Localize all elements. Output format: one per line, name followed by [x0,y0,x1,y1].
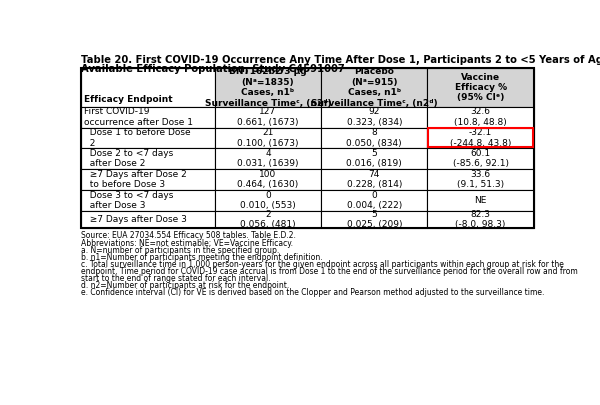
Text: 60.1
(-85.6, 92.1): 60.1 (-85.6, 92.1) [452,149,509,168]
Text: 33.6
(9.1, 51.3): 33.6 (9.1, 51.3) [457,170,504,189]
Text: start to the end of range stated for each interval.: start to the end of range stated for eac… [81,274,271,283]
Bar [215,107,321,128]
Text: b. n1=Number of participants meeting the endpoint definition.: b. n1=Number of participants meeting the… [81,253,323,262]
Bar [427,68,534,107]
Text: Efficacy Endpoint: Efficacy Endpoint [84,96,173,104]
Bar [321,169,427,190]
Text: Dose 3 to <7 days
  after Dose 3: Dose 3 to <7 days after Dose 3 [84,191,173,210]
Bar [321,148,427,169]
Text: BNT162b2 3 μg
(Nᵃ=1835)
Cases, n1ᵇ
Surveillance Timeᶜ, (n2ᵈ): BNT162b2 3 μg (Nᵃ=1835) Cases, n1ᵇ Surve… [205,67,331,108]
Text: ≥7 Days after Dose 3: ≥7 Days after Dose 3 [84,215,187,224]
Text: 2
0.056, (481): 2 0.056, (481) [240,210,296,229]
Text: 4
0.031, (1639): 4 0.031, (1639) [237,149,299,168]
Bar [215,128,321,148]
Text: Dose 1 to before Dose
  2: Dose 1 to before Dose 2 [84,128,191,147]
Text: e. Confidence interval (CI) for VE is derived based on the Clopper and Pearson m: e. Confidence interval (CI) for VE is de… [81,288,545,297]
Bar [321,68,427,107]
Text: 127
0.661, (1673): 127 0.661, (1673) [237,107,299,127]
Text: First COVID-19
occurrence after Dose 1: First COVID-19 occurrence after Dose 1 [84,107,193,127]
Text: Table 20. First COVID-19 Occurrence Any Time After Dose 1, Participants 2 to <5 : Table 20. First COVID-19 Occurrence Any … [81,55,600,65]
Bar [81,68,534,228]
Bar [215,190,321,211]
Bar [81,128,215,148]
Bar [215,169,321,190]
Bar [427,128,534,148]
Text: 100
0.464, (1630): 100 0.464, (1630) [237,170,299,189]
Bar [427,211,534,228]
Bar [81,190,215,211]
Text: Source: EUA 27034.554 Efficacy 508 tables. Table E.D.2.: Source: EUA 27034.554 Efficacy 508 table… [81,232,296,241]
Bar [215,68,321,107]
Text: 0
0.004, (222): 0 0.004, (222) [347,191,402,210]
Bar [427,148,534,169]
Bar [81,148,215,169]
Bar [215,211,321,228]
Bar [215,148,321,169]
Text: 92
0.323, (834): 92 0.323, (834) [347,107,402,127]
Text: 0
0.010, (553): 0 0.010, (553) [240,191,296,210]
Bar [321,128,427,148]
Text: ≥7 Days after Dose 2
  to before Dose 3: ≥7 Days after Dose 2 to before Dose 3 [84,170,187,189]
Bar [321,211,427,228]
Text: -32.1
(-244.8, 43.8): -32.1 (-244.8, 43.8) [450,128,511,147]
Bar [81,211,215,228]
Text: Available Efficacy Population, Study C4591007: Available Efficacy Population, Study C45… [81,64,345,74]
Text: 5
0.025, (209): 5 0.025, (209) [347,210,402,229]
Text: 74
0.228, (814): 74 0.228, (814) [347,170,402,189]
Bar [81,68,215,107]
Bar [81,107,215,128]
Bar [427,107,534,128]
Text: Dose 2 to <7 days
  after Dose 2: Dose 2 to <7 days after Dose 2 [84,149,173,168]
Bar [427,190,534,211]
Text: d. n2=Number of participants at risk for the endpoint.: d. n2=Number of participants at risk for… [81,281,289,290]
Text: 82.3
(-8.0, 98.3): 82.3 (-8.0, 98.3) [455,210,506,229]
Text: c. Total surveillance time in 1,000 person-years for the given endpoint across a: c. Total surveillance time in 1,000 pers… [81,260,564,269]
Text: 8
0.050, (834): 8 0.050, (834) [346,128,402,147]
Text: 5
0.016, (819): 5 0.016, (819) [346,149,402,168]
Text: 32.6
(10.8, 48.8): 32.6 (10.8, 48.8) [454,107,507,127]
Text: Placebo
(Nᵃ=915)
Cases, n1ᵇ
Surveillance Timeᶜ, (n2ᵈ): Placebo (Nᵃ=915) Cases, n1ᵇ Surveillance… [311,67,437,108]
Text: a. N=number of participants in the specified group.: a. N=number of participants in the speci… [81,246,280,255]
Bar [321,190,427,211]
Text: endpoint. Time period for COVID-19 case accrual is from Dose 1 to the end of the: endpoint. Time period for COVID-19 case … [81,267,578,276]
Text: NE: NE [475,196,487,205]
Bar [81,169,215,190]
Text: Abbreviations: NE=not estimable; VE=Vaccine Efficacy.: Abbreviations: NE=not estimable; VE=Vacc… [81,239,293,247]
Bar [427,169,534,190]
Bar [428,128,533,147]
Bar [321,107,427,128]
Text: 21
0.100, (1673): 21 0.100, (1673) [237,128,299,147]
Text: Vaccine
Efficacy %
(95% CIᵉ): Vaccine Efficacy % (95% CIᵉ) [455,72,506,102]
